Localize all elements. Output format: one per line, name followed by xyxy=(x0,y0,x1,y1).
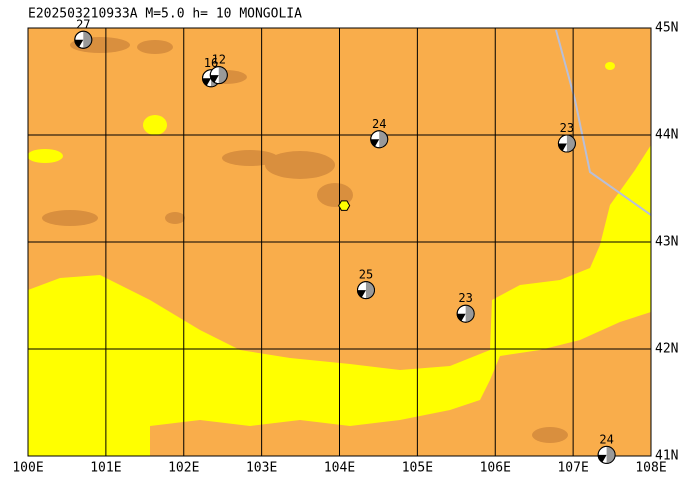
beachball: 23 xyxy=(557,121,576,153)
beachball-gray xyxy=(83,31,92,49)
beachball-outline xyxy=(456,304,475,323)
event-label: 24 xyxy=(372,117,386,131)
lat-label: 42N xyxy=(655,342,678,357)
lon-label: 103E xyxy=(246,461,277,476)
lon-label: 107E xyxy=(557,461,588,476)
beachball-outline xyxy=(557,134,576,153)
event-label: 23 xyxy=(560,121,574,135)
beachball: 24 xyxy=(597,432,616,464)
beachball-outline xyxy=(356,281,375,300)
lon-label: 105E xyxy=(402,461,433,476)
event-label: 23 xyxy=(458,291,472,305)
lat-label: 45N xyxy=(655,21,678,36)
event-label: 25 xyxy=(359,268,373,282)
lat-label: 44N xyxy=(655,128,678,143)
beachball: 12 xyxy=(209,53,228,85)
beachball-gray xyxy=(365,281,375,299)
beachball-outline xyxy=(209,66,228,85)
beachball: 27 xyxy=(74,17,93,49)
lon-label: 101E xyxy=(90,461,121,476)
lon-label: 102E xyxy=(168,461,199,476)
map-frame xyxy=(27,27,652,457)
beachball-gray xyxy=(465,305,475,323)
lat-label: 43N xyxy=(655,235,678,250)
beachball-outline xyxy=(370,130,389,149)
event-label: 16 xyxy=(204,56,218,70)
lon-label: 104E xyxy=(324,461,355,476)
event-label: 27 xyxy=(76,17,90,31)
beachball-gray xyxy=(218,66,228,84)
beachball-outline xyxy=(597,445,616,464)
beachball: 25 xyxy=(356,268,375,300)
event-label: 24 xyxy=(599,432,613,446)
beachball-gray xyxy=(379,130,388,148)
lon-label: 108E xyxy=(635,461,666,476)
lon-label: 106E xyxy=(480,461,511,476)
map-title: E202503210933A M=5.0 h= 10 MONGOLIA xyxy=(28,7,302,22)
event-label: 12 xyxy=(212,53,226,67)
beachball-outline xyxy=(74,30,93,49)
beachball: 23 xyxy=(456,291,475,323)
lon-label: 100E xyxy=(12,461,43,476)
border-line xyxy=(555,29,651,216)
beachball: 24 xyxy=(370,117,389,149)
epicenter xyxy=(338,200,351,211)
beachball-gray xyxy=(606,446,616,464)
beachball-gray xyxy=(566,135,576,153)
lat-label: 41N xyxy=(655,449,678,464)
